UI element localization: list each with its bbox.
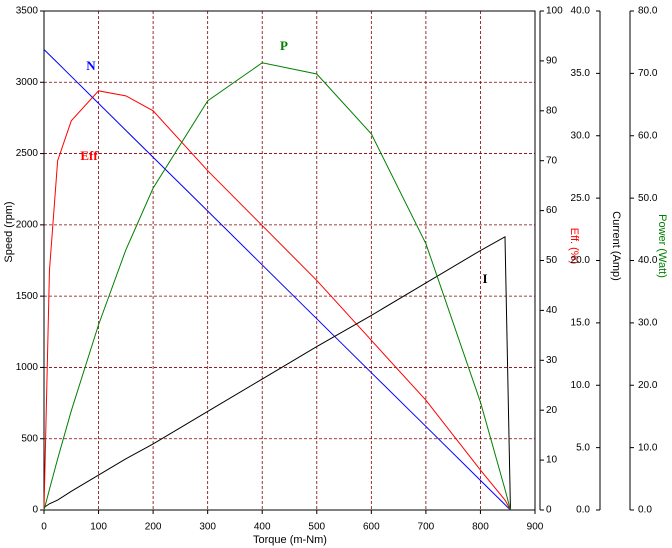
y4-tick-label: 30.0: [638, 318, 658, 329]
series-name: Eff: [80, 148, 98, 163]
series-name: N: [86, 58, 96, 73]
x-tick-label: 0: [41, 522, 47, 533]
series-line: [43, 49, 511, 511]
y2-tick-label: 20: [546, 405, 558, 416]
y4-tick-label: 70.0: [638, 68, 658, 79]
y4-tick-label: 10.0: [638, 442, 658, 453]
series-name: P: [280, 38, 288, 53]
y2-tick-label: 90: [546, 56, 558, 67]
y3-tick-label: 35.0: [571, 68, 591, 79]
y3-tick-label: 15.0: [571, 318, 591, 329]
y3-tick-label: 0.0: [576, 505, 590, 516]
y4-tick-label: 40.0: [638, 255, 658, 266]
x-tick-label: 400: [254, 522, 271, 533]
y-tick-label: 3500: [16, 6, 39, 17]
x-tick-label: 700: [418, 522, 435, 533]
x-axis-label: Torque (m-Nm): [253, 534, 327, 546]
y-axis-label: Speed (rpm): [3, 201, 15, 262]
x-tick-label: 100: [90, 522, 107, 533]
y2-tick-label: 10: [546, 455, 558, 466]
x-tick-label: 600: [363, 522, 380, 533]
y-tick-label: 2000: [16, 219, 39, 230]
y2-tick-label: 40: [546, 305, 558, 316]
y2-tick-label: 70: [546, 155, 558, 166]
series-line: [43, 62, 511, 511]
y4-tick-label: 0.0: [638, 505, 652, 516]
y3-tick-label: 40.0: [571, 6, 591, 17]
y4-tick-label: 80.0: [638, 6, 658, 17]
y3-axis-label: Current (Amp): [610, 211, 622, 281]
series-line: [43, 235, 511, 511]
x-tick-label: 200: [145, 522, 162, 533]
y3-tick-label: 10.0: [571, 380, 591, 391]
y3-tick-label: 20.0: [571, 255, 591, 266]
y4-tick-label: 50.0: [638, 193, 658, 204]
y2-axis-label: Eff. (%): [568, 228, 580, 264]
plot-frame: [43, 10, 536, 511]
y2-tick-label: 30: [546, 355, 558, 366]
y4-tick-label: 20.0: [638, 380, 658, 391]
y-tick-label: 1000: [16, 362, 39, 373]
y-tick-label: 0: [32, 505, 38, 516]
y-tick-label: 2500: [16, 148, 39, 159]
series-line: [43, 90, 511, 511]
y-tick-label: 3000: [16, 77, 39, 88]
x-tick-label: 500: [308, 522, 325, 533]
y2-tick-label: 100: [546, 6, 563, 17]
x-tick-label: 900: [527, 522, 544, 533]
y3-tick-label: 5.0: [576, 442, 590, 453]
x-tick-label: 300: [199, 522, 216, 533]
y3-tick-label: 25.0: [571, 193, 591, 204]
y3-tick-label: 30.0: [571, 130, 591, 141]
y-tick-label: 1500: [16, 291, 39, 302]
y-tick-label: 500: [21, 433, 38, 444]
y2-tick-label: 0: [546, 505, 552, 516]
series-name: I: [482, 271, 487, 286]
y2-tick-label: 80: [546, 105, 558, 116]
x-tick-label: 800: [472, 522, 489, 533]
y4-tick-label: 60.0: [638, 130, 658, 141]
y4-axis-label: Power (Watt): [656, 214, 668, 278]
y2-tick-label: 50: [546, 255, 558, 266]
y2-tick-label: 60: [546, 205, 558, 216]
